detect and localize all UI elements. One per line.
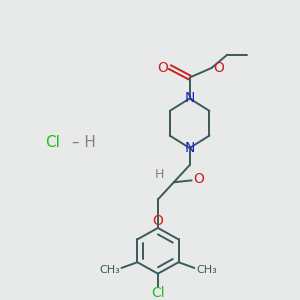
Text: Cl: Cl xyxy=(46,135,60,150)
Text: N: N xyxy=(184,92,195,106)
Text: O: O xyxy=(158,61,168,75)
Text: O: O xyxy=(193,172,204,186)
Text: N: N xyxy=(184,141,195,155)
Text: O: O xyxy=(152,214,164,228)
Text: H: H xyxy=(155,168,165,181)
Text: O: O xyxy=(213,61,224,75)
Text: CH₃: CH₃ xyxy=(99,265,120,275)
Text: Cl: Cl xyxy=(151,286,165,300)
Text: CH₃: CH₃ xyxy=(196,265,217,275)
Text: – H: – H xyxy=(67,135,96,150)
